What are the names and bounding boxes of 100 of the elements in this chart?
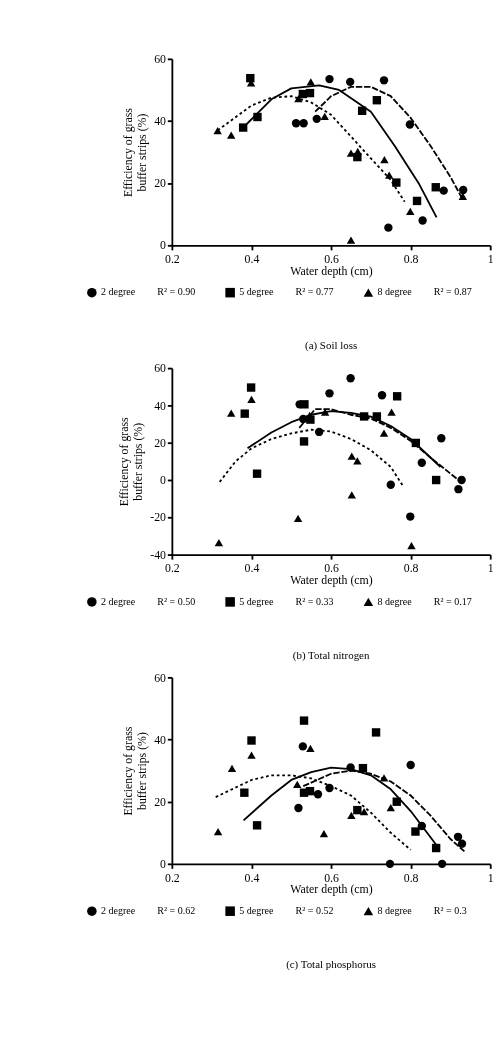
legend-label: 5 degree (239, 286, 274, 298)
x-tick-label: 1 (487, 870, 494, 885)
x-tick-label: 0.2 (164, 870, 180, 885)
point (294, 95, 303, 103)
point (437, 434, 446, 443)
point (457, 475, 466, 485)
point (353, 457, 362, 465)
point (298, 742, 308, 751)
text: R² = 0.87 (433, 286, 472, 298)
point (372, 96, 382, 105)
x-tick-label: 0.6 (324, 870, 340, 885)
legend-label: 2 degree (100, 286, 136, 298)
x-tick-label: 0.8 (403, 561, 419, 576)
point (300, 400, 309, 409)
legend-label: 2 degree (100, 595, 136, 607)
y-tick-label: -20 (150, 510, 167, 525)
point (227, 131, 236, 139)
point (305, 88, 315, 98)
point (353, 147, 362, 156)
x-tick-label: 1 (487, 561, 494, 576)
point (320, 408, 330, 416)
point (406, 512, 415, 521)
y-tick-label: 60 (154, 51, 167, 66)
point (411, 438, 421, 448)
point (380, 155, 389, 164)
point (459, 185, 468, 195)
x-axis-title: Water depth (cm) (290, 573, 373, 588)
point (386, 803, 395, 812)
point (293, 780, 302, 788)
point (412, 196, 422, 206)
point (417, 821, 427, 831)
point (384, 223, 393, 232)
point (213, 127, 222, 135)
text: R² = 0.17 (433, 595, 472, 607)
point (377, 391, 387, 400)
point (247, 395, 256, 404)
point (238, 123, 248, 132)
point (346, 374, 355, 383)
point (240, 788, 249, 797)
point (453, 832, 463, 842)
point (379, 76, 389, 85)
point (386, 480, 395, 489)
point (405, 120, 415, 129)
y-axis-title: Efficiency of grass buffer strips (%) (121, 107, 149, 198)
point (371, 728, 381, 737)
y-tick-label: 60 (154, 361, 167, 376)
point (306, 744, 315, 752)
point (454, 484, 463, 494)
point (325, 783, 334, 793)
x-tick-label: 0.8 (403, 252, 419, 267)
y-tick-label: -40 (150, 547, 167, 562)
point (227, 409, 236, 417)
text: (b) Total nitrogen (292, 648, 370, 662)
point (213, 827, 223, 836)
x-tick-label: 1 (487, 252, 494, 267)
x-axis-title: Water depth (cm) (290, 882, 373, 897)
x-tick-label: 0.6 (324, 561, 340, 576)
point (411, 827, 420, 836)
text: R² = 0.52 (295, 904, 334, 916)
point (240, 409, 249, 418)
point (247, 751, 256, 759)
text: R² = 0.90 (157, 286, 196, 298)
x-tick-label: 0.2 (164, 252, 180, 267)
y-tick-label: 20 (154, 794, 167, 809)
point (387, 408, 396, 416)
legend-label: 8 degree (377, 595, 413, 607)
x-tick-label: 0.4 (244, 870, 260, 885)
point (358, 763, 368, 773)
point (299, 716, 309, 725)
point (379, 429, 389, 437)
y-tick-label: 40 (154, 732, 167, 747)
point (392, 178, 401, 187)
x-tick-label: 0.4 (244, 252, 260, 267)
point (417, 458, 427, 467)
y-tick-label: 40 (154, 114, 167, 129)
point (392, 392, 402, 401)
legend-label: 5 degree (239, 904, 274, 916)
point (392, 797, 401, 806)
y-axis-title: Efficiency of grass buffer strips (%) (117, 416, 146, 507)
y-axis-title: Efficiency of grass buffer strips (%) (121, 726, 149, 816)
text: R² = 0.77 (295, 286, 334, 298)
legend-label: 8 degree (377, 286, 413, 298)
text: (a) Soil loss (305, 339, 358, 353)
point (406, 207, 415, 216)
y-tick-label: 40 (154, 398, 167, 413)
point (325, 74, 334, 84)
point (312, 114, 321, 124)
point (291, 119, 301, 128)
point (346, 77, 355, 87)
point (299, 119, 308, 128)
x-tick-label: 0.8 (403, 870, 419, 885)
legend-label: 5 degree (239, 595, 274, 607)
point (306, 78, 315, 86)
point (299, 437, 309, 446)
point (319, 830, 329, 838)
point (320, 112, 329, 121)
point (252, 469, 262, 478)
point (418, 216, 427, 225)
point (379, 774, 389, 782)
point (314, 427, 324, 437)
